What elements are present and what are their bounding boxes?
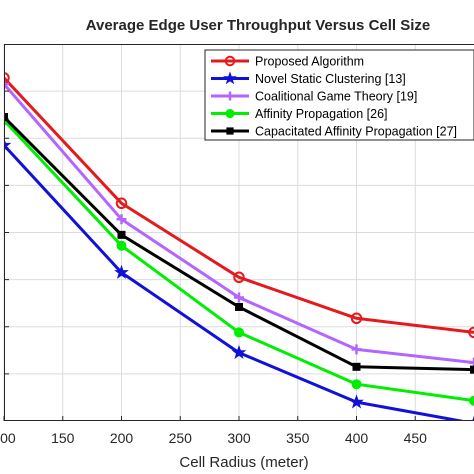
legend-entry: Affinity Propagation [26]	[211, 107, 388, 121]
x-tick-label: 250	[169, 430, 193, 446]
data-point	[223, 71, 237, 85]
legend-label: Coalitional Game Theory [19]	[255, 90, 417, 104]
data-point	[116, 214, 127, 225]
data-point	[226, 127, 234, 135]
data-point	[4, 72, 10, 84]
data-point	[233, 271, 245, 284]
series-group	[4, 79, 474, 368]
data-point	[352, 362, 361, 371]
data-point	[469, 357, 474, 368]
x-tick-label: 400	[345, 430, 369, 446]
data-point	[115, 197, 128, 210]
series-group	[4, 137, 474, 421]
x-tick-label: 300	[227, 430, 251, 446]
data-point	[117, 230, 126, 239]
data-point	[224, 55, 236, 67]
legend-box	[204, 49, 474, 141]
data-point	[4, 79, 9, 90]
x-tick-label: 100	[0, 430, 16, 446]
x-axis-ticks: 100 150 200 250 300 350 400 450	[0, 90, 428, 446]
data-point	[349, 394, 364, 409]
legend-entry: Novel Static Clustering [13]	[211, 71, 406, 86]
data-point	[350, 312, 363, 325]
chart-title: Average Edge User Throughput Versus Cell…	[86, 17, 431, 34]
data-point	[470, 365, 474, 374]
data-point	[351, 344, 362, 355]
data-point	[231, 344, 247, 359]
data-point	[351, 379, 362, 390]
data-point	[4, 137, 12, 152]
data-point	[114, 264, 129, 279]
legend-label: Capacitated Affinity Propagation [27]	[255, 125, 457, 139]
x-tick-label: 200	[110, 430, 134, 446]
x-axis-label: Cell Radius (meter)	[179, 454, 308, 471]
data-point	[468, 326, 474, 339]
legend-entry: Capacitated Affinity Propagation [27]	[211, 125, 457, 139]
series-group	[4, 115, 474, 406]
series-layer	[4, 72, 474, 421]
legend-label: Proposed Algorithm	[255, 55, 364, 69]
legend-entry: Coalitional Game Theory [19]	[211, 90, 417, 104]
x-tick-label: 450	[404, 430, 428, 446]
data-point	[234, 292, 244, 303]
x-tick-label: 350	[286, 430, 310, 446]
x-tick-label: 150	[51, 430, 75, 446]
series-line	[4, 76, 474, 334]
series-group	[4, 72, 474, 339]
legend-entry: Proposed Algorithm	[211, 55, 364, 69]
data-point	[225, 91, 235, 101]
data-point	[469, 395, 474, 406]
data-point	[4, 113, 8, 122]
data-point	[225, 108, 235, 119]
legend: Proposed Algorithm Novel Static Clusterin…	[204, 49, 474, 141]
series-group	[4, 113, 474, 374]
legend-label: Novel Static Clustering [13]	[255, 72, 406, 86]
legend-label: Affinity Propagation [26]	[255, 107, 388, 121]
data-point	[234, 327, 244, 338]
data-point	[116, 240, 127, 251]
data-point	[235, 302, 243, 311]
